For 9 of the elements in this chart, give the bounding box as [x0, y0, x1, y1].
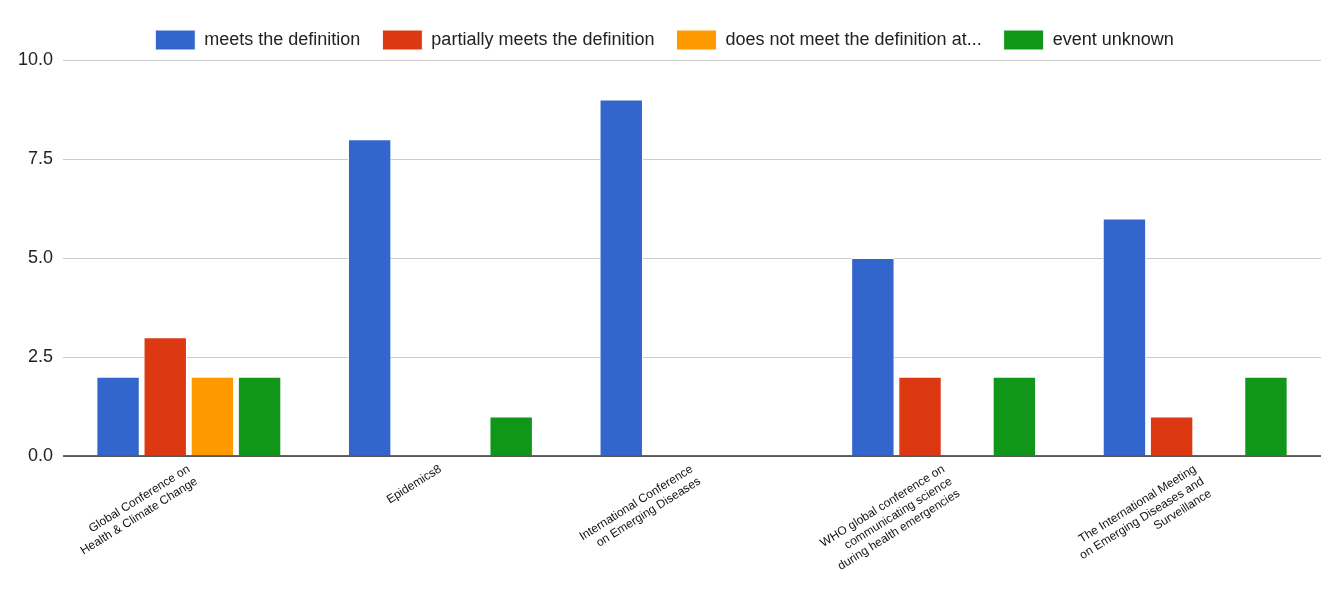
- y-tick-label: 10.0: [17, 48, 54, 69]
- legend-label: meets the definition: [204, 28, 361, 49]
- y-tick-label: 2.5: [28, 345, 54, 366]
- legend-label: event unknown: [1052, 28, 1174, 49]
- legend-label: does not meet the definition at...: [725, 28, 982, 49]
- y-tick-label: 0.0: [28, 444, 54, 465]
- y-tick-label: 7.5: [28, 147, 54, 168]
- legend-label: partially meets the definition: [431, 28, 655, 49]
- y-tick-label: 5.0: [28, 246, 54, 267]
